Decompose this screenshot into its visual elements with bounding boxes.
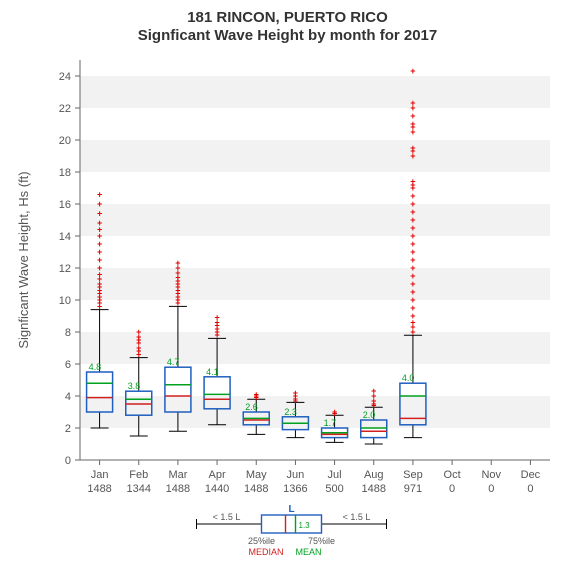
outlier-marker: + (410, 66, 415, 76)
mean-value-label: 2.6 (245, 402, 258, 412)
grid-band (80, 268, 550, 300)
outlier-marker: + (97, 189, 102, 199)
outlier-marker: + (371, 386, 376, 396)
x-tick-count: 1344 (127, 483, 151, 495)
legend-box (262, 515, 322, 533)
x-tick-count: 1488 (166, 483, 190, 495)
x-tick-count: 0 (449, 483, 455, 495)
outlier-marker: + (410, 177, 415, 187)
outlier-marker: + (410, 143, 415, 153)
mean-value-label: 4.8 (89, 362, 102, 372)
y-tick-label: 24 (59, 71, 71, 83)
mean-value-label: 2.0 (363, 410, 376, 420)
x-tick-month: Mar (168, 469, 187, 481)
outlier-marker: + (175, 258, 180, 268)
x-tick-month: Sep (403, 469, 423, 481)
y-tick-label: 20 (59, 135, 71, 147)
mean-value-label: 2.3 (284, 407, 297, 417)
x-tick-month: May (246, 469, 267, 481)
svg-text:1.3: 1.3 (299, 521, 311, 530)
outlier-marker: + (293, 388, 298, 398)
mean-value-label: 4.1 (206, 367, 219, 377)
outlier-marker: + (97, 209, 102, 219)
chart-title-line2: Signficant Wave Height by month for 2017 (138, 27, 438, 44)
outlier-marker: + (410, 98, 415, 108)
x-tick-month: Dec (521, 469, 541, 481)
grid-band (80, 76, 550, 108)
x-tick-count: 1488 (244, 483, 268, 495)
y-tick-label: 22 (59, 103, 71, 115)
outlier-marker: + (97, 199, 102, 209)
y-tick-label: 0 (65, 455, 71, 467)
x-tick-month: Feb (129, 469, 148, 481)
outlier-marker: + (214, 313, 219, 323)
y-tick-label: 2 (65, 423, 71, 435)
x-tick-month: Jul (328, 469, 342, 481)
y-tick-label: 6 (65, 359, 71, 371)
legend-mean-label: MEAN (296, 547, 322, 557)
legend-iqr-right: < 1.5 L (343, 512, 371, 522)
x-tick-month: Nov (481, 469, 501, 481)
x-tick-count: 1488 (87, 483, 111, 495)
outlier-marker: + (97, 218, 102, 228)
x-tick-count: 1366 (283, 483, 307, 495)
y-tick-label: 12 (59, 263, 71, 275)
x-tick-count: 1440 (205, 483, 229, 495)
y-axis-label: Signficant Wave Height, Hs (ft) (16, 171, 31, 348)
y-tick-label: 10 (59, 295, 71, 307)
wave-height-boxplot-chart: 181 RINCON, PUERTO RICOSignficant Wave H… (0, 0, 575, 580)
x-tick-month: Apr (209, 469, 226, 481)
x-tick-month: Aug (364, 469, 384, 481)
chart-title-line1: 181 RINCON, PUERTO RICO (187, 9, 388, 26)
y-tick-label: 14 (59, 231, 71, 243)
x-tick-month: Jun (287, 469, 305, 481)
grid-band (80, 140, 550, 172)
x-tick-count: 0 (488, 483, 494, 495)
outlier-marker: + (332, 407, 337, 417)
y-tick-label: 18 (59, 167, 71, 179)
legend-iqr-left: < 1.5 L (213, 512, 241, 522)
y-tick-label: 4 (65, 391, 71, 403)
grid-band (80, 396, 550, 428)
mean-value-label: 3.8 (128, 381, 141, 391)
x-tick-month: Oct (444, 469, 461, 481)
grid-band (80, 204, 550, 236)
outlier-marker: + (254, 389, 259, 399)
legend-L: L (288, 504, 294, 515)
mean-value-label: 4.7 (167, 357, 180, 367)
mean-value-label: 4.0 (402, 373, 415, 383)
x-tick-month: Jan (91, 469, 109, 481)
legend-median-label: MEDIAN (248, 547, 283, 557)
legend-pct25: 25%ile (248, 536, 275, 546)
outlier-marker: + (136, 327, 141, 337)
legend-pct75: 75%ile (308, 536, 335, 546)
y-tick-label: 8 (65, 327, 71, 339)
y-tick-label: 16 (59, 199, 71, 211)
mean-value-label: 1.7 (324, 418, 337, 428)
x-tick-count: 971 (404, 483, 422, 495)
x-tick-count: 1488 (362, 483, 386, 495)
x-tick-count: 0 (527, 483, 533, 495)
x-tick-count: 500 (325, 483, 343, 495)
grid-band (80, 332, 550, 364)
